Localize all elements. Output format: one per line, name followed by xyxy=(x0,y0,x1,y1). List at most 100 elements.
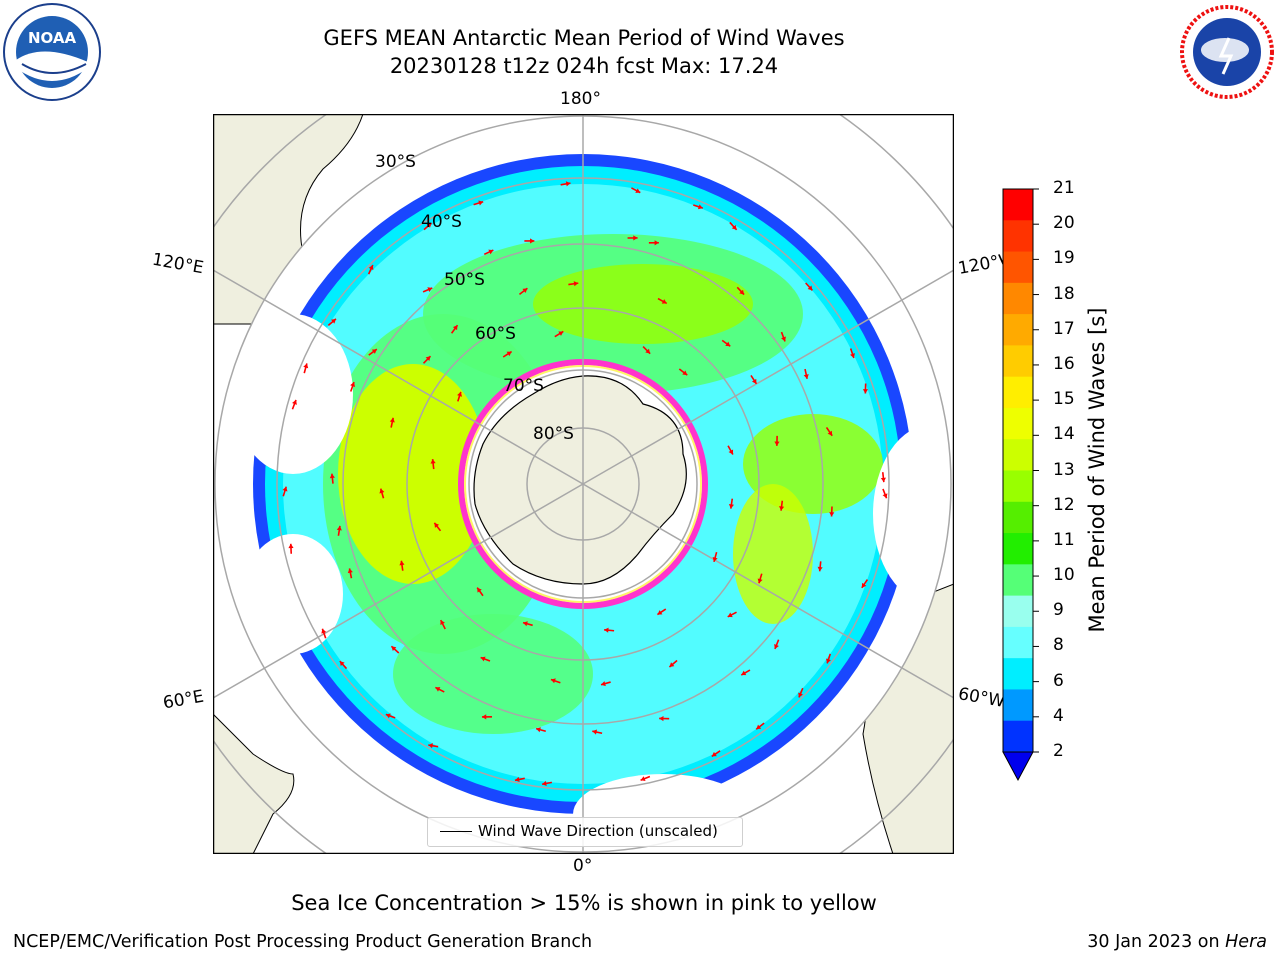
colorbar-segment xyxy=(1003,345,1033,378)
wave-arrow-head xyxy=(457,391,462,397)
lon-label-180: 180° xyxy=(560,89,601,109)
wave-arrow-head xyxy=(798,692,803,698)
footer-host: Hera xyxy=(1225,932,1267,952)
sea-ice-note: Sea Ice Concentration > 15% is shown in … xyxy=(291,891,877,915)
wave-arrow-head xyxy=(425,356,431,362)
colorbar-tick-label: 6 xyxy=(1053,670,1064,691)
wave-arrow-head xyxy=(385,713,391,719)
colorbar-segment xyxy=(1003,220,1033,253)
wave-arrow-head xyxy=(728,503,734,509)
colorbar-extend-triangle xyxy=(1002,751,1034,782)
wave-arrow-head xyxy=(282,486,288,492)
colorbar-tick-label: 2 xyxy=(1053,741,1064,761)
wave-arrow-head xyxy=(522,288,528,293)
colorbar-tick-label: 16 xyxy=(1053,353,1075,374)
wave-arrow-head xyxy=(514,776,520,782)
chart-title: GEFS MEAN Antarctic Mean Period of Wind … xyxy=(323,26,845,50)
lon-label-0: 0° xyxy=(573,856,593,876)
wave-arrow-head xyxy=(536,727,541,733)
lon-label-120e: 120°E xyxy=(150,249,206,279)
colorbar-segment xyxy=(1003,376,1033,409)
wave-arrow-head xyxy=(558,331,564,336)
wave-arrow-head xyxy=(428,743,433,749)
wave-arrow-head xyxy=(427,287,433,293)
colorbar-segment xyxy=(1003,533,1033,565)
polar-map xyxy=(212,113,955,855)
wave-arrow-head xyxy=(645,348,651,354)
wave-arrow-head xyxy=(530,238,535,244)
colorbar-segment xyxy=(1003,689,1033,722)
wave-arrow-head xyxy=(727,612,733,618)
wave-arrow-head xyxy=(542,780,547,786)
wave-arrow-head xyxy=(592,729,598,735)
wave-arrow-head xyxy=(826,658,831,664)
lat-label-40s: 40°S xyxy=(421,212,462,232)
wave-arrow-head xyxy=(817,566,823,572)
colorbar xyxy=(1002,188,1039,782)
colorbar-segment xyxy=(1003,251,1033,284)
colorbar-tick-label: 10 xyxy=(1053,565,1075,586)
colorbar-segment xyxy=(1003,439,1033,471)
colorbar-segment xyxy=(1003,501,1033,534)
wave-arrow-head xyxy=(389,417,395,423)
footer-date: 30 Jan 2023 on Hera xyxy=(1087,932,1267,952)
lat-label-80s: 80°S xyxy=(533,424,574,444)
noaa-logo: NOAA xyxy=(3,3,101,101)
wave-arrow-head xyxy=(336,525,342,531)
wave-arrow-head xyxy=(880,477,886,483)
colorbar-tick-label: 11 xyxy=(1053,529,1075,550)
colorbar-tick-label: 17 xyxy=(1053,318,1075,339)
footer-date-text: 30 Jan 2023 on xyxy=(1087,932,1226,952)
wave-arrow-head xyxy=(657,610,663,615)
wave-arrow-head xyxy=(661,299,667,304)
wave-arrow-head xyxy=(426,223,432,228)
colorbar-segment xyxy=(1003,626,1033,659)
colorbar-segment xyxy=(1003,282,1033,315)
colorbar-segment xyxy=(1003,564,1033,597)
wave-arrow-head xyxy=(339,661,345,667)
lat-label-50s: 50°S xyxy=(444,270,485,290)
wave-arrow-head xyxy=(633,235,638,241)
wave-arrow-head xyxy=(774,644,779,649)
colorbar-tick-label: 4 xyxy=(1053,705,1064,726)
wave-arrow-head xyxy=(741,670,747,676)
map-legend: Wind Wave Direction (unscaled) xyxy=(427,817,743,847)
wave-arrow-head xyxy=(654,240,659,246)
colorbar-tick-label: 9 xyxy=(1053,600,1064,621)
wave-arrow-head xyxy=(430,459,436,464)
wave-arrow-head xyxy=(399,560,405,566)
wave-arrow-head xyxy=(669,662,675,667)
colorbar-segment xyxy=(1003,470,1033,503)
wave-arrow-head xyxy=(861,582,867,588)
lon-label-60e: 60°E xyxy=(161,686,206,714)
wave-arrow-head xyxy=(827,430,833,436)
wave-arrow-head xyxy=(347,568,353,574)
colorbar-segment xyxy=(1003,658,1033,690)
wave-arrow-head xyxy=(478,200,484,206)
noaa-logo-text: NOAA xyxy=(28,29,77,47)
wave-arrow-head xyxy=(751,378,757,384)
wave-arrow-head xyxy=(477,587,482,593)
wave-arrow-head xyxy=(434,522,440,528)
wave-arrow-head xyxy=(481,714,487,720)
wave-arrow-head xyxy=(850,353,855,358)
wave-arrow-head xyxy=(682,370,688,376)
wave-arrow-head xyxy=(288,543,294,549)
wave-arrow-head xyxy=(371,349,377,354)
wave-arrow-head xyxy=(712,557,718,562)
wave-arrow-head xyxy=(565,181,571,187)
colorbar-segment xyxy=(1003,407,1033,440)
wave-arrow-head xyxy=(757,578,763,584)
legend-line-swatch xyxy=(440,831,472,832)
wave-arrow-head xyxy=(779,506,785,511)
wave-arrow-head xyxy=(781,336,786,342)
wave-arrow-head xyxy=(321,628,327,634)
lat-label-60s: 60°S xyxy=(475,324,516,344)
wave-arrow-head xyxy=(440,620,445,626)
wave-arrow-head xyxy=(862,389,869,394)
colorbar-segment xyxy=(1003,189,1033,221)
colorbar-tick-label: 21 xyxy=(1053,178,1075,198)
lat-label-70s: 70°S xyxy=(503,376,544,396)
wave-arrow-head xyxy=(331,318,336,324)
wave-arrow-head xyxy=(774,441,780,446)
